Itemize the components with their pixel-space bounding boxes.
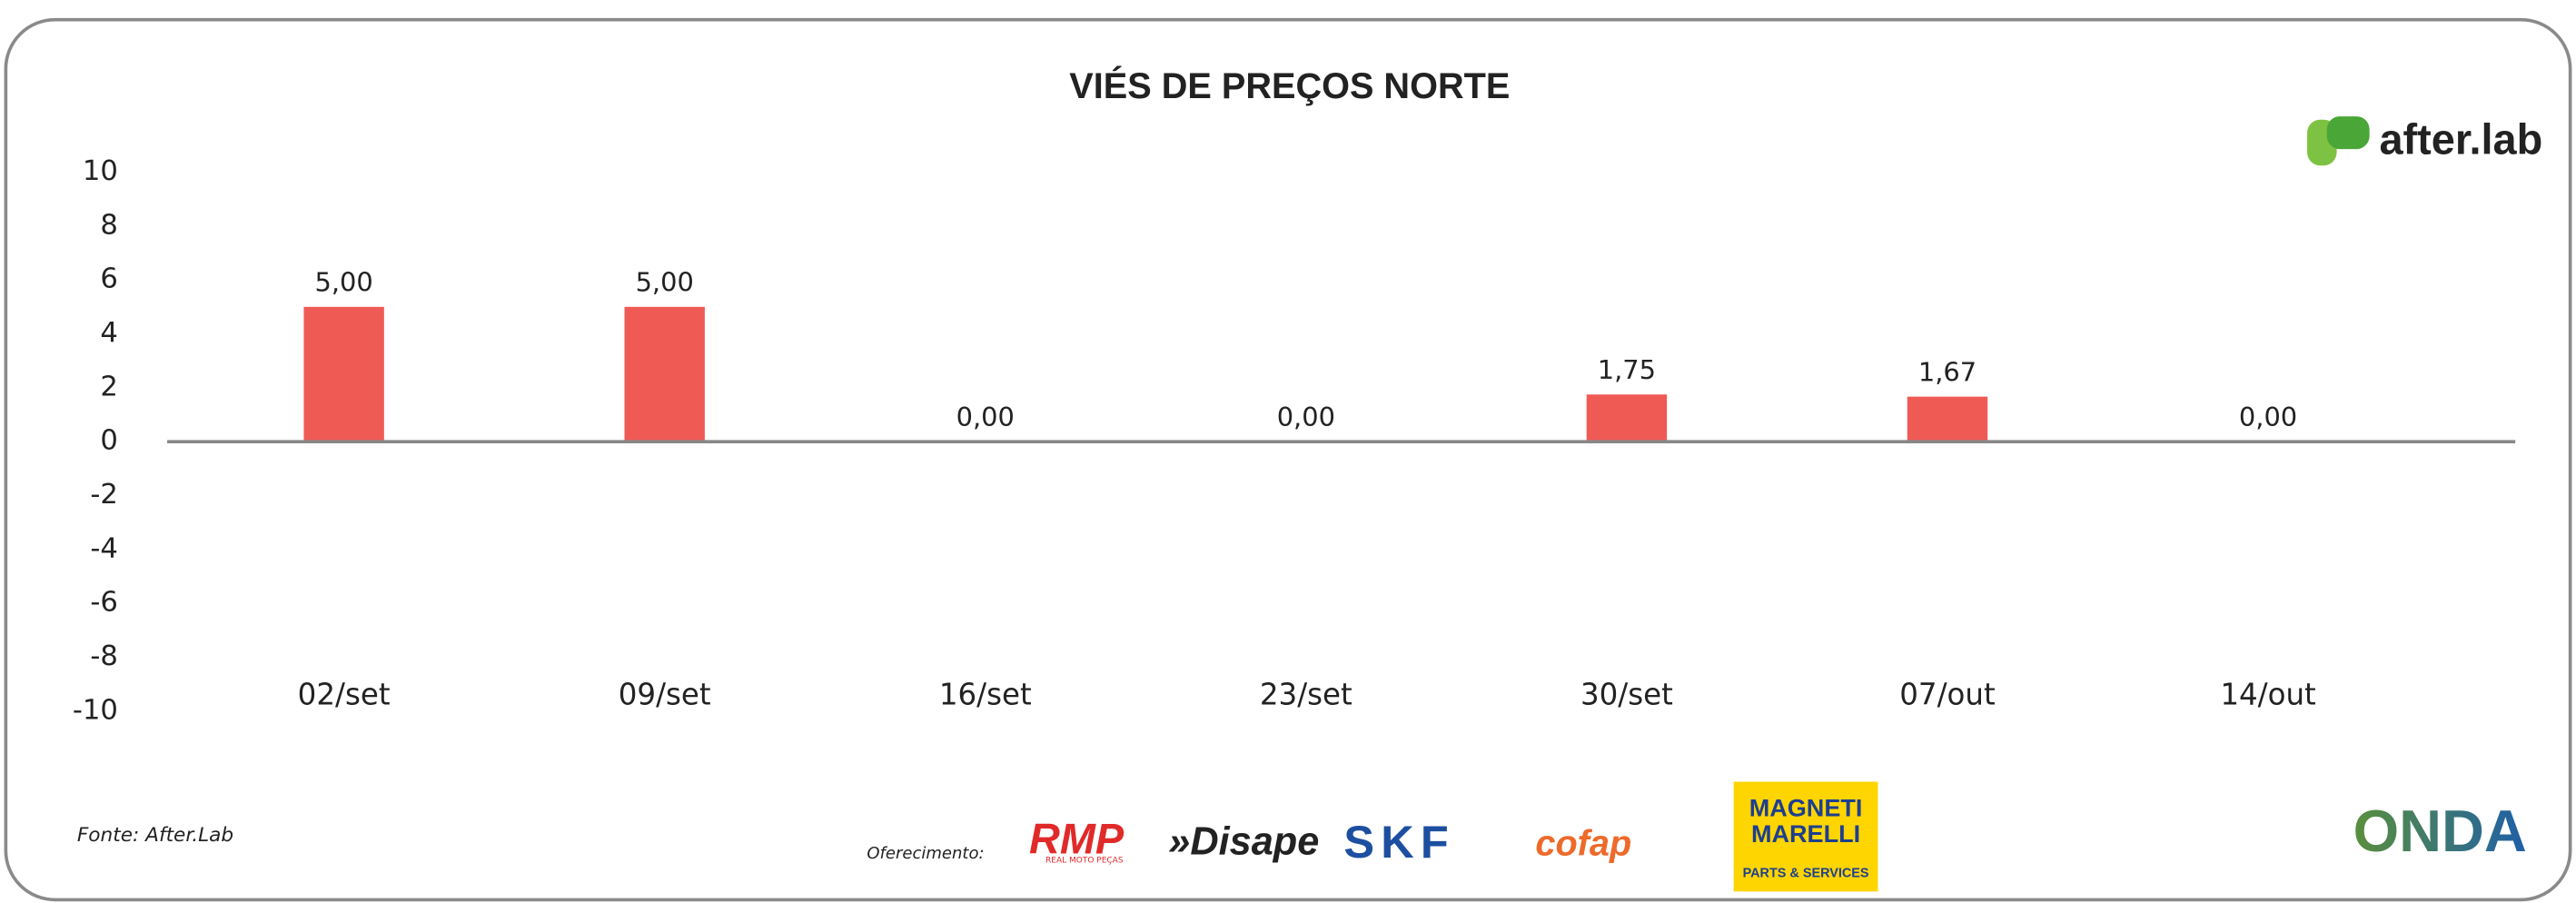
bar bbox=[303, 306, 384, 442]
y-tick-label: 6 bbox=[100, 263, 118, 295]
value-label: 5,00 bbox=[315, 267, 373, 298]
logo-text: REAL MOTO PEÇAS bbox=[1045, 857, 1124, 866]
x-tick-label: 30/set bbox=[1580, 678, 1673, 712]
x-tick-label: 23/set bbox=[1260, 678, 1352, 712]
frame bbox=[4, 17, 2572, 902]
x-tick-label: 16/set bbox=[939, 678, 1032, 712]
logo-text: after.lab bbox=[2379, 115, 2542, 163]
bar bbox=[1907, 396, 1988, 442]
x-tick-label: 14/out bbox=[2220, 678, 2315, 712]
chart-title: VIÉS DE PREÇOS NORTE bbox=[1069, 66, 1510, 106]
y-tick-label: 0 bbox=[100, 425, 118, 457]
value-label: 0,00 bbox=[1277, 402, 1335, 432]
value-label: 0,00 bbox=[2239, 402, 2297, 432]
value-label: 1,75 bbox=[1598, 354, 1656, 385]
x-tick-label: 07/out bbox=[1899, 678, 1995, 712]
source-note: Fonte: After.Lab bbox=[77, 824, 233, 847]
logo-text: cofap bbox=[1535, 823, 1631, 863]
value-label: 0,00 bbox=[956, 402, 1015, 432]
y-tick-label: -2 bbox=[90, 479, 118, 511]
y-tick-label: -6 bbox=[90, 587, 118, 619]
x-tick-label: 02/set bbox=[298, 678, 391, 712]
logo-text: MARELLI bbox=[1751, 820, 1860, 848]
logo-text: RMP bbox=[1029, 816, 1125, 863]
y-tick-label: 4 bbox=[100, 317, 118, 349]
y-tick-label: 8 bbox=[100, 209, 118, 241]
logo-text: »Disape bbox=[1168, 819, 1319, 863]
y-tick-label: -10 bbox=[73, 694, 118, 726]
bar bbox=[1586, 394, 1668, 442]
y-tick-label: 10 bbox=[83, 155, 118, 187]
logo-icon bbox=[2326, 116, 2370, 150]
y-tick-label: 2 bbox=[100, 371, 118, 402]
logo-text: ONDA bbox=[2353, 798, 2527, 864]
after-lab-logo: after.lab bbox=[2307, 115, 2542, 166]
magneti-box bbox=[1733, 781, 1878, 892]
y-tick-label: -8 bbox=[90, 640, 118, 672]
bar bbox=[624, 306, 705, 442]
logo-text: MAGNETI bbox=[1749, 794, 1863, 821]
sponsor-label: Oferecimento: bbox=[867, 844, 984, 863]
logo-text: PARTS & SERVICES bbox=[1743, 866, 1869, 880]
value-label: 1,67 bbox=[1918, 356, 1977, 387]
x-tick-label: 09/set bbox=[619, 678, 711, 712]
value-label: 5,00 bbox=[636, 267, 694, 298]
y-tick-label: -4 bbox=[90, 532, 118, 564]
logo-text: SKF bbox=[1343, 816, 1455, 868]
